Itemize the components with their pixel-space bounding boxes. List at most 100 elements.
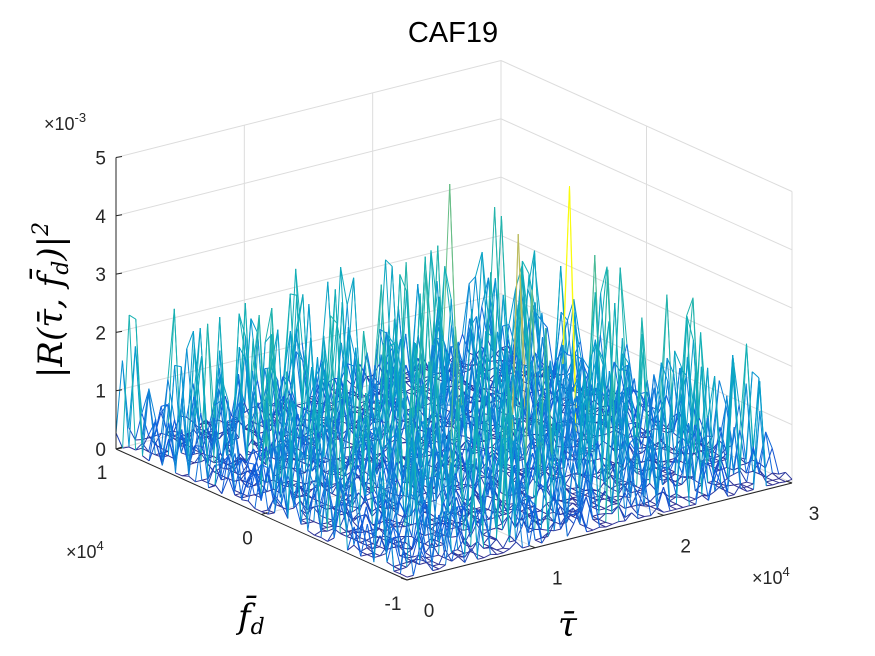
- mesh-line: [778, 478, 786, 483]
- mesh-line: [682, 497, 690, 502]
- mesh-line: [488, 278, 496, 371]
- mesh-line: [650, 507, 658, 516]
- mesh-line: [528, 510, 536, 547]
- mesh-line: [522, 494, 529, 499]
- mesh-line: [365, 506, 374, 538]
- mesh-line: [397, 467, 405, 515]
- mesh-line: [592, 489, 600, 528]
- mesh-line: [596, 359, 604, 444]
- mesh-line: [733, 484, 741, 489]
- mesh-line: [227, 419, 235, 422]
- mesh-line: [669, 505, 677, 510]
- mesh-line: [567, 320, 575, 392]
- mesh-line: [502, 438, 510, 446]
- mesh-line: [399, 274, 407, 292]
- mesh-line: [213, 374, 221, 406]
- mesh-line: [374, 284, 382, 419]
- mesh-line: [508, 515, 516, 529]
- mesh-line: [286, 480, 295, 504]
- mesh-line: [463, 327, 471, 382]
- mesh-line: [585, 406, 593, 479]
- mesh-line: [746, 486, 754, 490]
- mesh-line: [598, 508, 606, 511]
- mesh-line: [389, 341, 397, 475]
- mesh-line: [560, 485, 568, 537]
- mesh-line: [600, 266, 608, 294]
- mesh-line: [591, 505, 599, 508]
- mesh-line: [669, 496, 677, 502]
- mesh-line: [438, 549, 446, 565]
- mesh-line: [622, 372, 631, 466]
- mesh-line: [379, 328, 387, 334]
- mesh-line: [585, 406, 593, 447]
- mesh-line: [700, 332, 708, 419]
- mesh-line: [352, 506, 359, 509]
- mesh-line: [718, 380, 727, 405]
- mesh-line: [553, 485, 562, 523]
- mesh-line: [488, 398, 497, 529]
- mesh-line: [200, 323, 209, 454]
- mesh-line: [726, 358, 734, 468]
- mesh-line: [440, 404, 448, 457]
- mesh-line: [619, 267, 628, 345]
- mesh-line: [624, 492, 632, 507]
- mesh-line: [483, 547, 491, 549]
- mesh-line: [351, 415, 360, 512]
- mesh-line: [470, 414, 478, 548]
- mesh-line: [343, 396, 351, 468]
- mesh-line: [323, 335, 331, 394]
- mesh-line: [598, 513, 606, 515]
- mesh-line: [339, 491, 347, 516]
- mesh-line: [462, 283, 470, 364]
- mesh-line: [547, 423, 556, 533]
- mesh-line: [565, 502, 574, 510]
- mesh-line: [644, 515, 651, 517]
- mesh-line: [489, 469, 497, 538]
- mesh-line: [739, 467, 747, 474]
- mesh-line: [675, 399, 684, 505]
- mesh-line: [225, 421, 232, 424]
- mesh-line: [579, 506, 588, 532]
- mesh-line: [649, 500, 658, 506]
- mesh-line: [643, 500, 651, 504]
- mesh-line: [759, 469, 767, 483]
- mesh-line: [422, 361, 430, 486]
- mesh-line: [541, 528, 548, 531]
- mesh-line: [720, 457, 728, 479]
- mesh-line: [352, 415, 360, 467]
- mesh-line: [611, 435, 619, 512]
- mesh-line: [390, 428, 399, 454]
- mesh-line: [630, 492, 639, 507]
- mesh-line: [591, 495, 599, 499]
- mesh-line: [330, 315, 338, 324]
- mesh-line: [525, 289, 533, 469]
- mesh-line: [233, 419, 242, 480]
- mesh-line: [521, 260, 530, 275]
- mesh-line: [477, 557, 485, 560]
- mesh-line: [344, 471, 352, 477]
- mesh-line: [397, 512, 406, 528]
- mesh-line: [464, 548, 472, 563]
- mesh-line: [179, 348, 188, 433]
- mesh-line: [603, 464, 611, 476]
- mesh-line: [440, 382, 449, 465]
- mesh-line: [252, 391, 260, 460]
- mesh-line: [398, 514, 406, 537]
- mesh-line: [534, 539, 543, 544]
- mesh-line: [445, 508, 453, 566]
- mesh-line: [534, 250, 542, 377]
- mesh-line: [533, 411, 541, 484]
- mesh-line: [430, 250, 439, 310]
- mesh-line: [337, 376, 346, 490]
- mesh-line: [512, 415, 521, 488]
- mesh-line: [541, 532, 549, 544]
- mesh-line: [751, 371, 760, 379]
- mesh-line: [573, 506, 581, 515]
- mesh-line: [616, 401, 625, 492]
- mesh-line: [450, 535, 458, 538]
- mesh-line: [410, 284, 419, 377]
- mesh-line: [629, 436, 637, 444]
- mesh-line: [298, 472, 306, 475]
- mesh-line: [650, 504, 658, 507]
- mesh-line: [562, 363, 570, 383]
